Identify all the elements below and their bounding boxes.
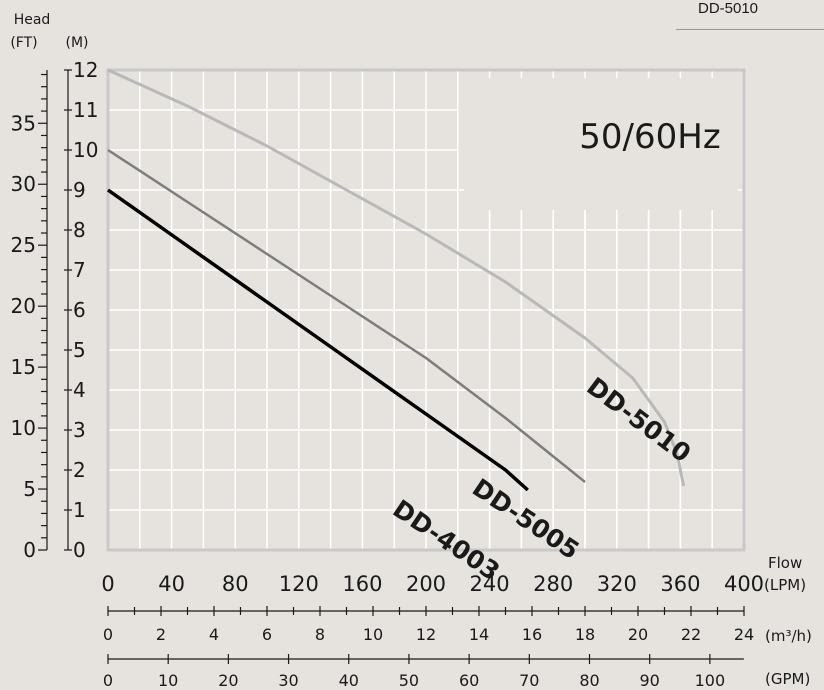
x-tick-label-gpm: 10: [158, 671, 178, 690]
y-tick-label-m: 12: [73, 58, 98, 82]
x-tick-label-m3h: 6: [262, 625, 272, 644]
x-tick-label-lpm: 200: [406, 572, 446, 596]
model-label: DD-5010: [698, 0, 758, 17]
series-line-dd-4003: [106, 188, 529, 492]
x-unit-lpm: (LPM): [764, 576, 806, 594]
grid: [108, 70, 744, 550]
x-tick-label-m3h: 22: [681, 625, 701, 644]
x-tick-label-m3h: 18: [575, 625, 595, 644]
x-tick-label-gpm: 90: [640, 671, 660, 690]
x-tick-label-m3h: 20: [628, 625, 648, 644]
x-tick-label-gpm: 70: [519, 671, 539, 690]
frequency-annotation: 50/60Hz: [579, 117, 720, 157]
y-unit-m: (M): [65, 35, 88, 51]
y-tick-label-ft: 0: [23, 538, 36, 562]
series-line-dd-5005: [107, 148, 586, 483]
x-tick-label-lpm: 400: [724, 572, 764, 596]
x-tick-label-lpm: 0: [101, 572, 114, 596]
plot-frame: [106, 68, 746, 552]
x-tick-label-lpm: 360: [660, 572, 700, 596]
y-tick-label-m: 10: [73, 138, 98, 162]
x-tick-label-lpm: 320: [597, 572, 637, 596]
y-tick-label-m: 6: [73, 298, 86, 322]
y-tick-label-ft: 15: [11, 355, 36, 379]
x-tick-label-gpm: 80: [579, 671, 599, 690]
y-tick-label-m: 3: [73, 418, 86, 442]
x-tick-label-m3h: 24: [734, 625, 754, 644]
y-tick-label-m: 1: [73, 498, 86, 522]
y-tick-label-m: 2: [73, 458, 86, 482]
x-tick-label-gpm: 50: [399, 671, 419, 690]
x-unit-gpm: (GPM): [765, 670, 810, 688]
model-label-text: DD-5010: [698, 0, 759, 17]
x-tick-label-gpm: 30: [278, 671, 298, 690]
annotation-box: [464, 78, 738, 210]
y-tick-label-ft: 5: [23, 477, 36, 501]
y-tick-label-m: 4: [73, 378, 86, 402]
series-line-dd-5010: [107, 68, 686, 487]
y-tick-label-m: 8: [73, 218, 86, 242]
y-tick-label-m: 0: [73, 538, 86, 562]
x-tick-label-m3h: 10: [363, 625, 383, 644]
model-label-rule: [676, 29, 824, 30]
x-tick-label-gpm: 60: [459, 671, 479, 690]
x-tick-label-m3h: 2: [156, 625, 166, 644]
y-unit-ft: (FT): [10, 35, 37, 51]
x-tick-label-m3h: 8: [315, 625, 325, 644]
y-axis-title: Head: [14, 12, 51, 28]
x-tick-label-gpm: 40: [339, 671, 359, 690]
x-tick-label-gpm: 100: [695, 671, 726, 690]
y-tick-label-ft: 30: [11, 172, 36, 196]
x-tick-label-lpm: 40: [158, 572, 185, 596]
x-tick-label-m3h: 14: [469, 625, 489, 644]
x-tick-label-lpm: 120: [279, 572, 319, 596]
y-tick-label-ft: 25: [11, 233, 36, 257]
x-tick-label-m3h: 0: [103, 625, 113, 644]
y-tick-label-ft: 20: [11, 294, 36, 318]
y-tick-label-m: 5: [73, 338, 86, 362]
y-tick-label-m: 7: [73, 258, 86, 282]
y-tick-label-ft: 10: [11, 416, 36, 440]
x-tick-label-gpm: 20: [218, 671, 238, 690]
x-unit-m3h: (m³/h): [765, 627, 812, 645]
y-tick-label-ft: 35: [11, 111, 36, 135]
x-tick-label-m3h: 4: [209, 625, 219, 644]
x-tick-label-m3h: 16: [522, 625, 542, 644]
x-tick-label-gpm: 0: [103, 671, 113, 690]
x-axis-title: Flow: [768, 554, 802, 572]
x-tick-label-lpm: 240: [470, 572, 510, 596]
x-tick-label-lpm: 280: [533, 572, 573, 596]
x-tick-label-lpm: 80: [222, 572, 249, 596]
x-tick-label-lpm: 160: [342, 572, 382, 596]
y-tick-label-m: 11: [73, 98, 98, 122]
y-tick-label-m: 9: [73, 178, 86, 202]
x-tick-label-m3h: 12: [416, 625, 436, 644]
